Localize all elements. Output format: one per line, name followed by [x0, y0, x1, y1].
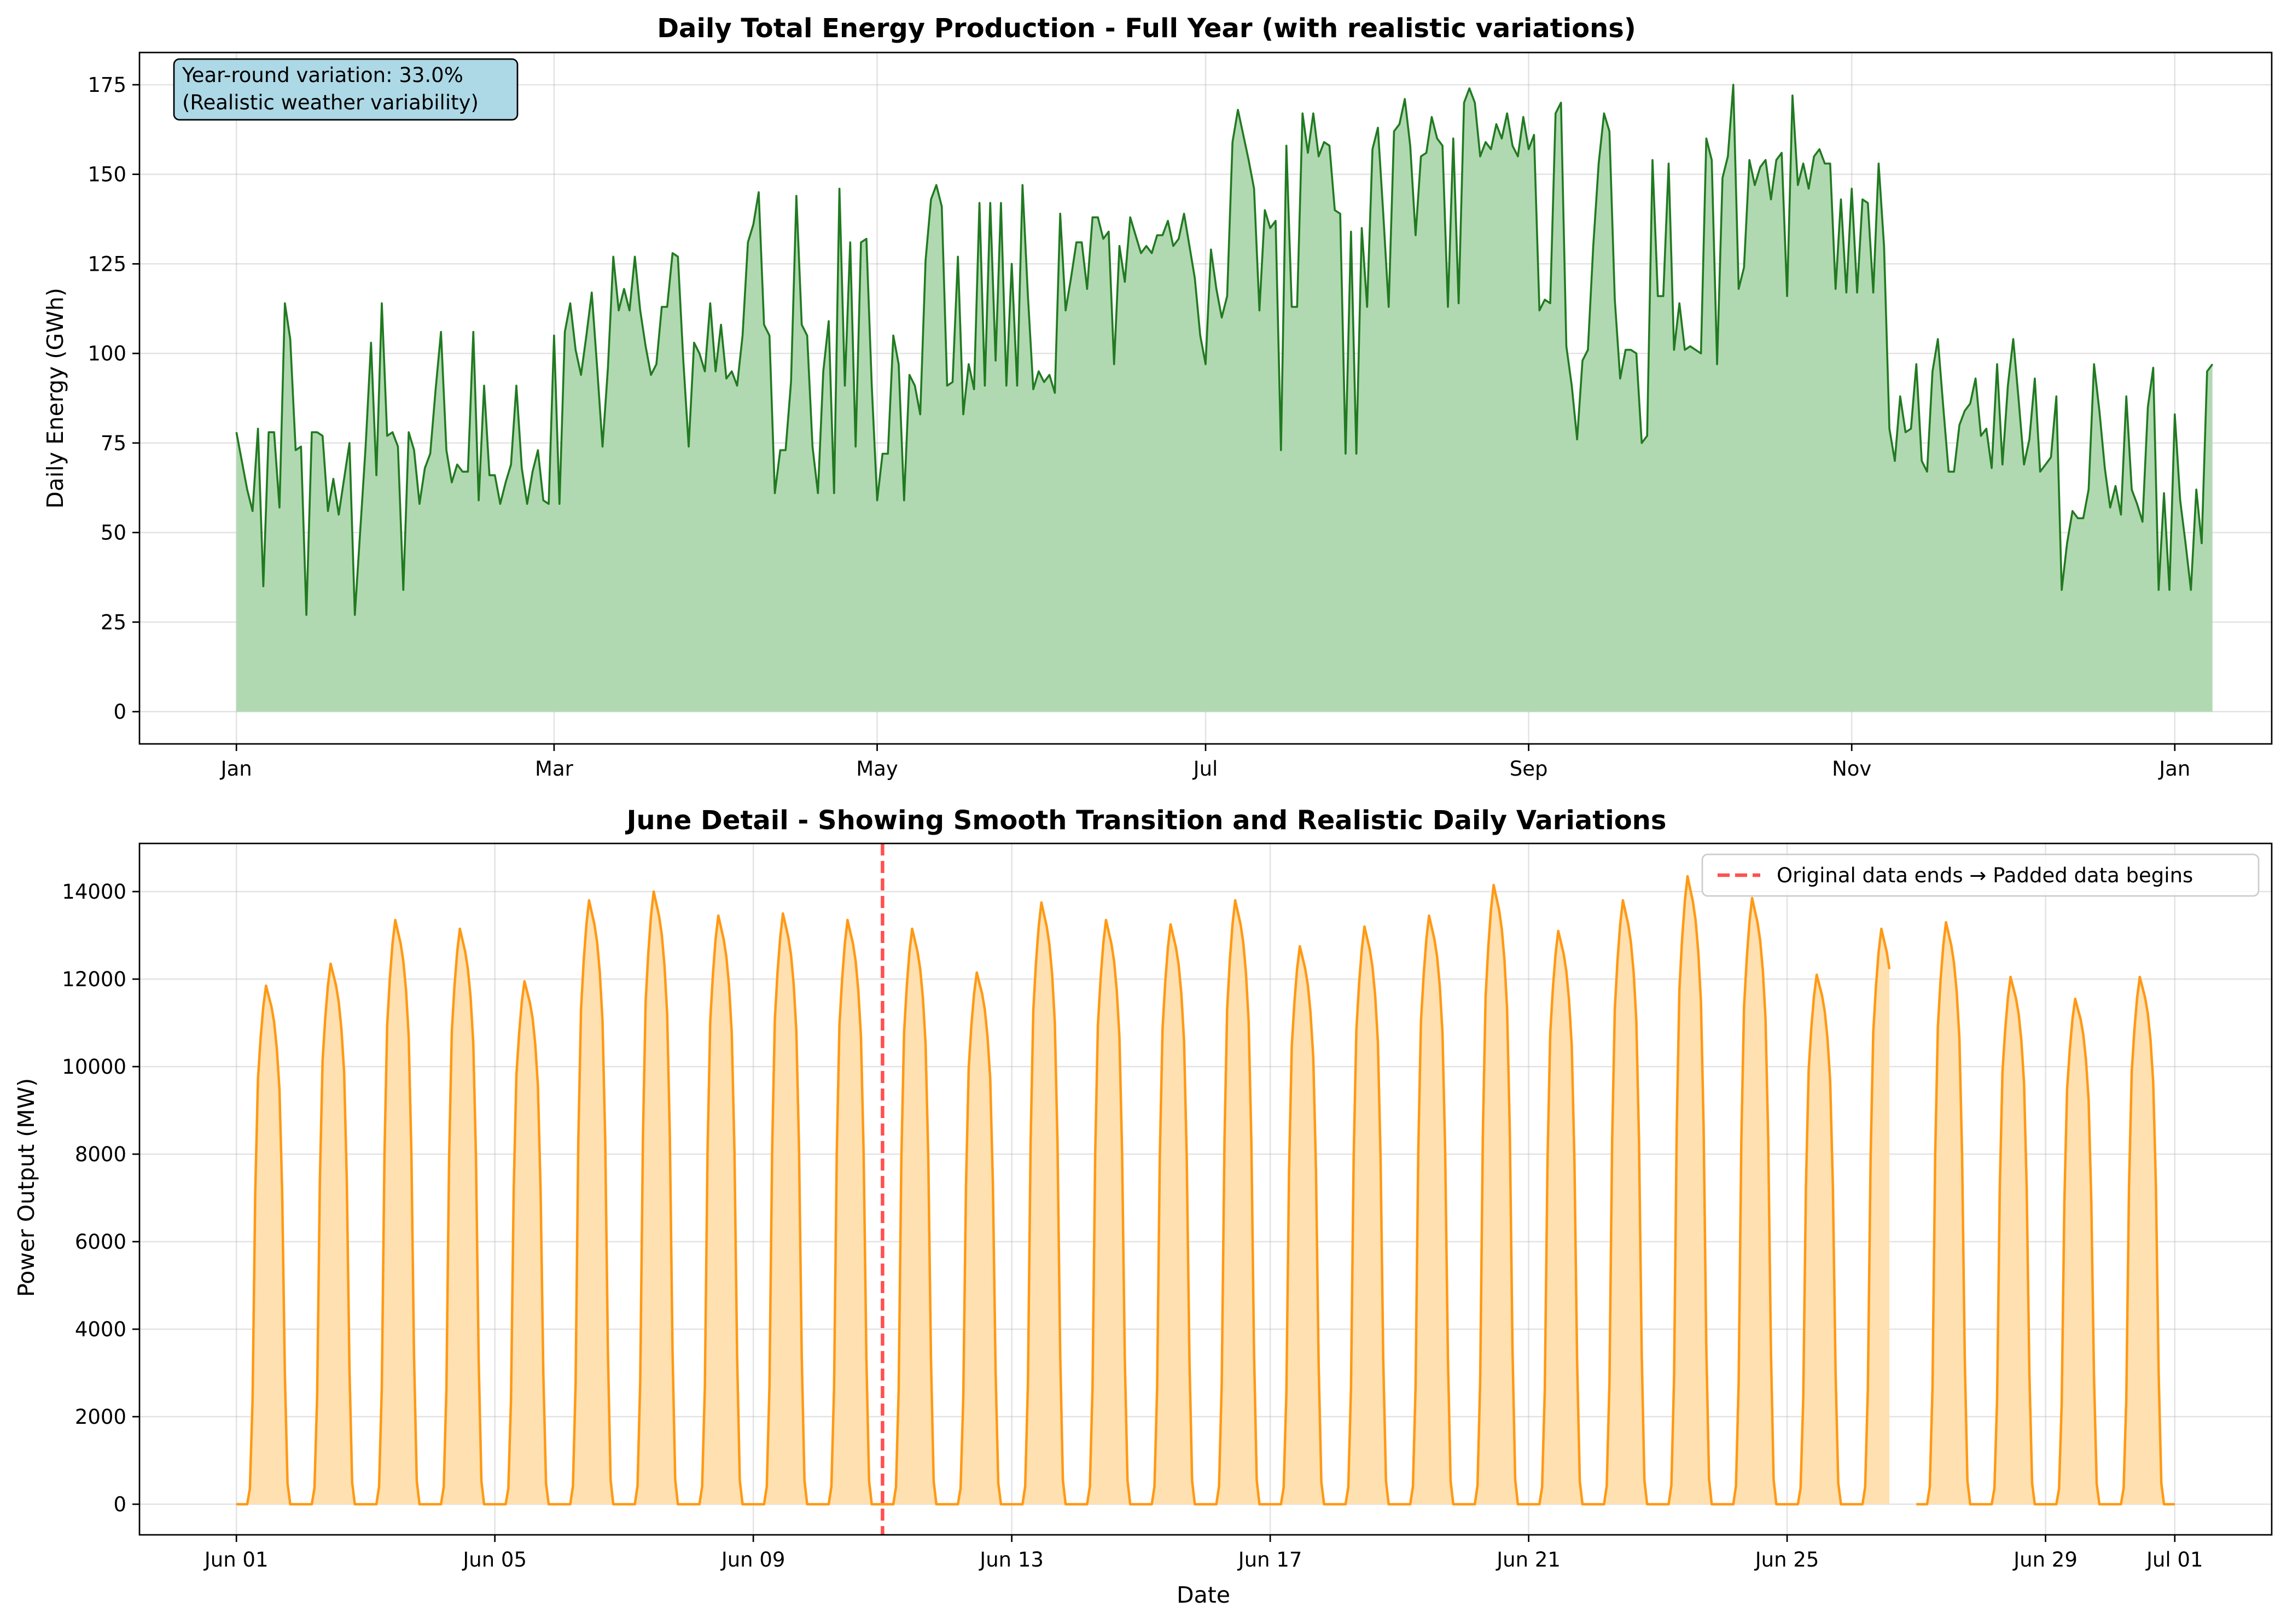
chart2-x-tick-label: Jun 01 [203, 1548, 269, 1571]
chart1-x-tick-label: Sep [1510, 757, 1548, 781]
chart2-legend-box [1701, 853, 2260, 897]
chart1-x-tick-label: Jul [1192, 757, 1218, 781]
chart1-annotation: Year-round variation: 33.0% (Realistic w… [173, 58, 519, 121]
chart1-y-tick-label: 100 [88, 342, 126, 365]
chart2-y-tick-label: 14000 [62, 880, 126, 904]
chart1-annotation-line1: Year-round variation: 33.0% [182, 63, 463, 87]
chart1-y-tick-label: 175 [88, 73, 126, 97]
chart2-legend: Original data ends → Padded data begins [1701, 853, 2260, 897]
chart1-area-fill [236, 84, 2213, 712]
chart1-series-line [235, 84, 2214, 616]
chart2-area-fill [236, 876, 2175, 1504]
chart2-x-tick-label: Jun 13 [979, 1548, 1044, 1571]
chart2-x-tick-label: Jun 09 [720, 1548, 785, 1571]
chart2-x-tick-label: Jun 25 [1754, 1548, 1819, 1571]
chart1-title: Daily Total Energy Production - Full Yea… [657, 13, 1636, 44]
chart2-y-tick-label: 2000 [75, 1405, 126, 1429]
chart2-x-tick-label: Jun 05 [462, 1548, 527, 1571]
chart-june-detail: June Detail - Showing Smooth Transition … [13, 805, 2273, 1608]
chart2-y-tick-label: 0 [113, 1493, 126, 1516]
chart2-y-tick-label: 4000 [75, 1318, 126, 1341]
chart1-y-tick-label: 75 [101, 432, 126, 455]
chart2-y-axis: 0 2000 4000 6000 8000 10000 12000 14000 [62, 880, 139, 1516]
chart2-x-tick-label: Jun 21 [1496, 1548, 1561, 1571]
chart1-y-axis: 0 25 50 75 100 125 150 175 [88, 73, 139, 724]
chart1-x-tick-label: Jan [2158, 757, 2190, 781]
chart1-y-axis-label: Daily Energy (GWh) [42, 288, 68, 509]
chart1-x-tick-label: Mar [535, 757, 574, 781]
chart2-x-tick-label: Jun 29 [2012, 1548, 2078, 1571]
chart2-plot-frame [138, 842, 2273, 1536]
chart1-x-tick-label: Jan [220, 757, 252, 781]
chart1-y-tick-label: 125 [88, 252, 126, 276]
chart1-x-tick-label: May [856, 757, 898, 781]
chart1-y-tick-label: 50 [101, 521, 126, 545]
chart1-annotation-box [173, 58, 519, 121]
chart2-series-line [236, 875, 2175, 1506]
chart-full-year: Daily Total Energy Production - Full Yea… [42, 13, 2273, 781]
chart1-x-axis: Jan Mar May Jul Sep Nov Jan [220, 744, 2190, 781]
chart1-y-tick-label: 0 [113, 700, 126, 724]
chart2-y-tick-label: 10000 [62, 1055, 126, 1079]
chart2-y-axis-label: Power Output (MW) [13, 1078, 39, 1297]
chart2-x-axis-label: Date [1177, 1582, 1230, 1608]
chart2-x-tick-label: Jul 01 [2145, 1548, 2203, 1571]
chart2-y-tick-label: 12000 [62, 968, 126, 991]
chart1-x-tick-label: Nov [1832, 757, 1871, 781]
chart2-title: June Detail - Showing Smooth Transition … [625, 805, 1667, 836]
chart2-x-tick-label: Jun 17 [1237, 1548, 1302, 1571]
chart2-legend-label: Original data ends → Padded data begins [1777, 864, 2193, 887]
chart1-annotation-line2: (Realistic weather variability) [182, 91, 479, 114]
chart1-y-tick-label: 150 [88, 163, 126, 187]
chart2-x-axis: Jun 01 Jun 05 Jun 09 Jun 13 Jun 17 Jun 21 Jun … [203, 1535, 2203, 1571]
chart1-y-tick-label: 25 [101, 610, 126, 634]
chart2-y-tick-label: 6000 [75, 1230, 126, 1254]
chart2-y-tick-label: 8000 [75, 1143, 126, 1166]
